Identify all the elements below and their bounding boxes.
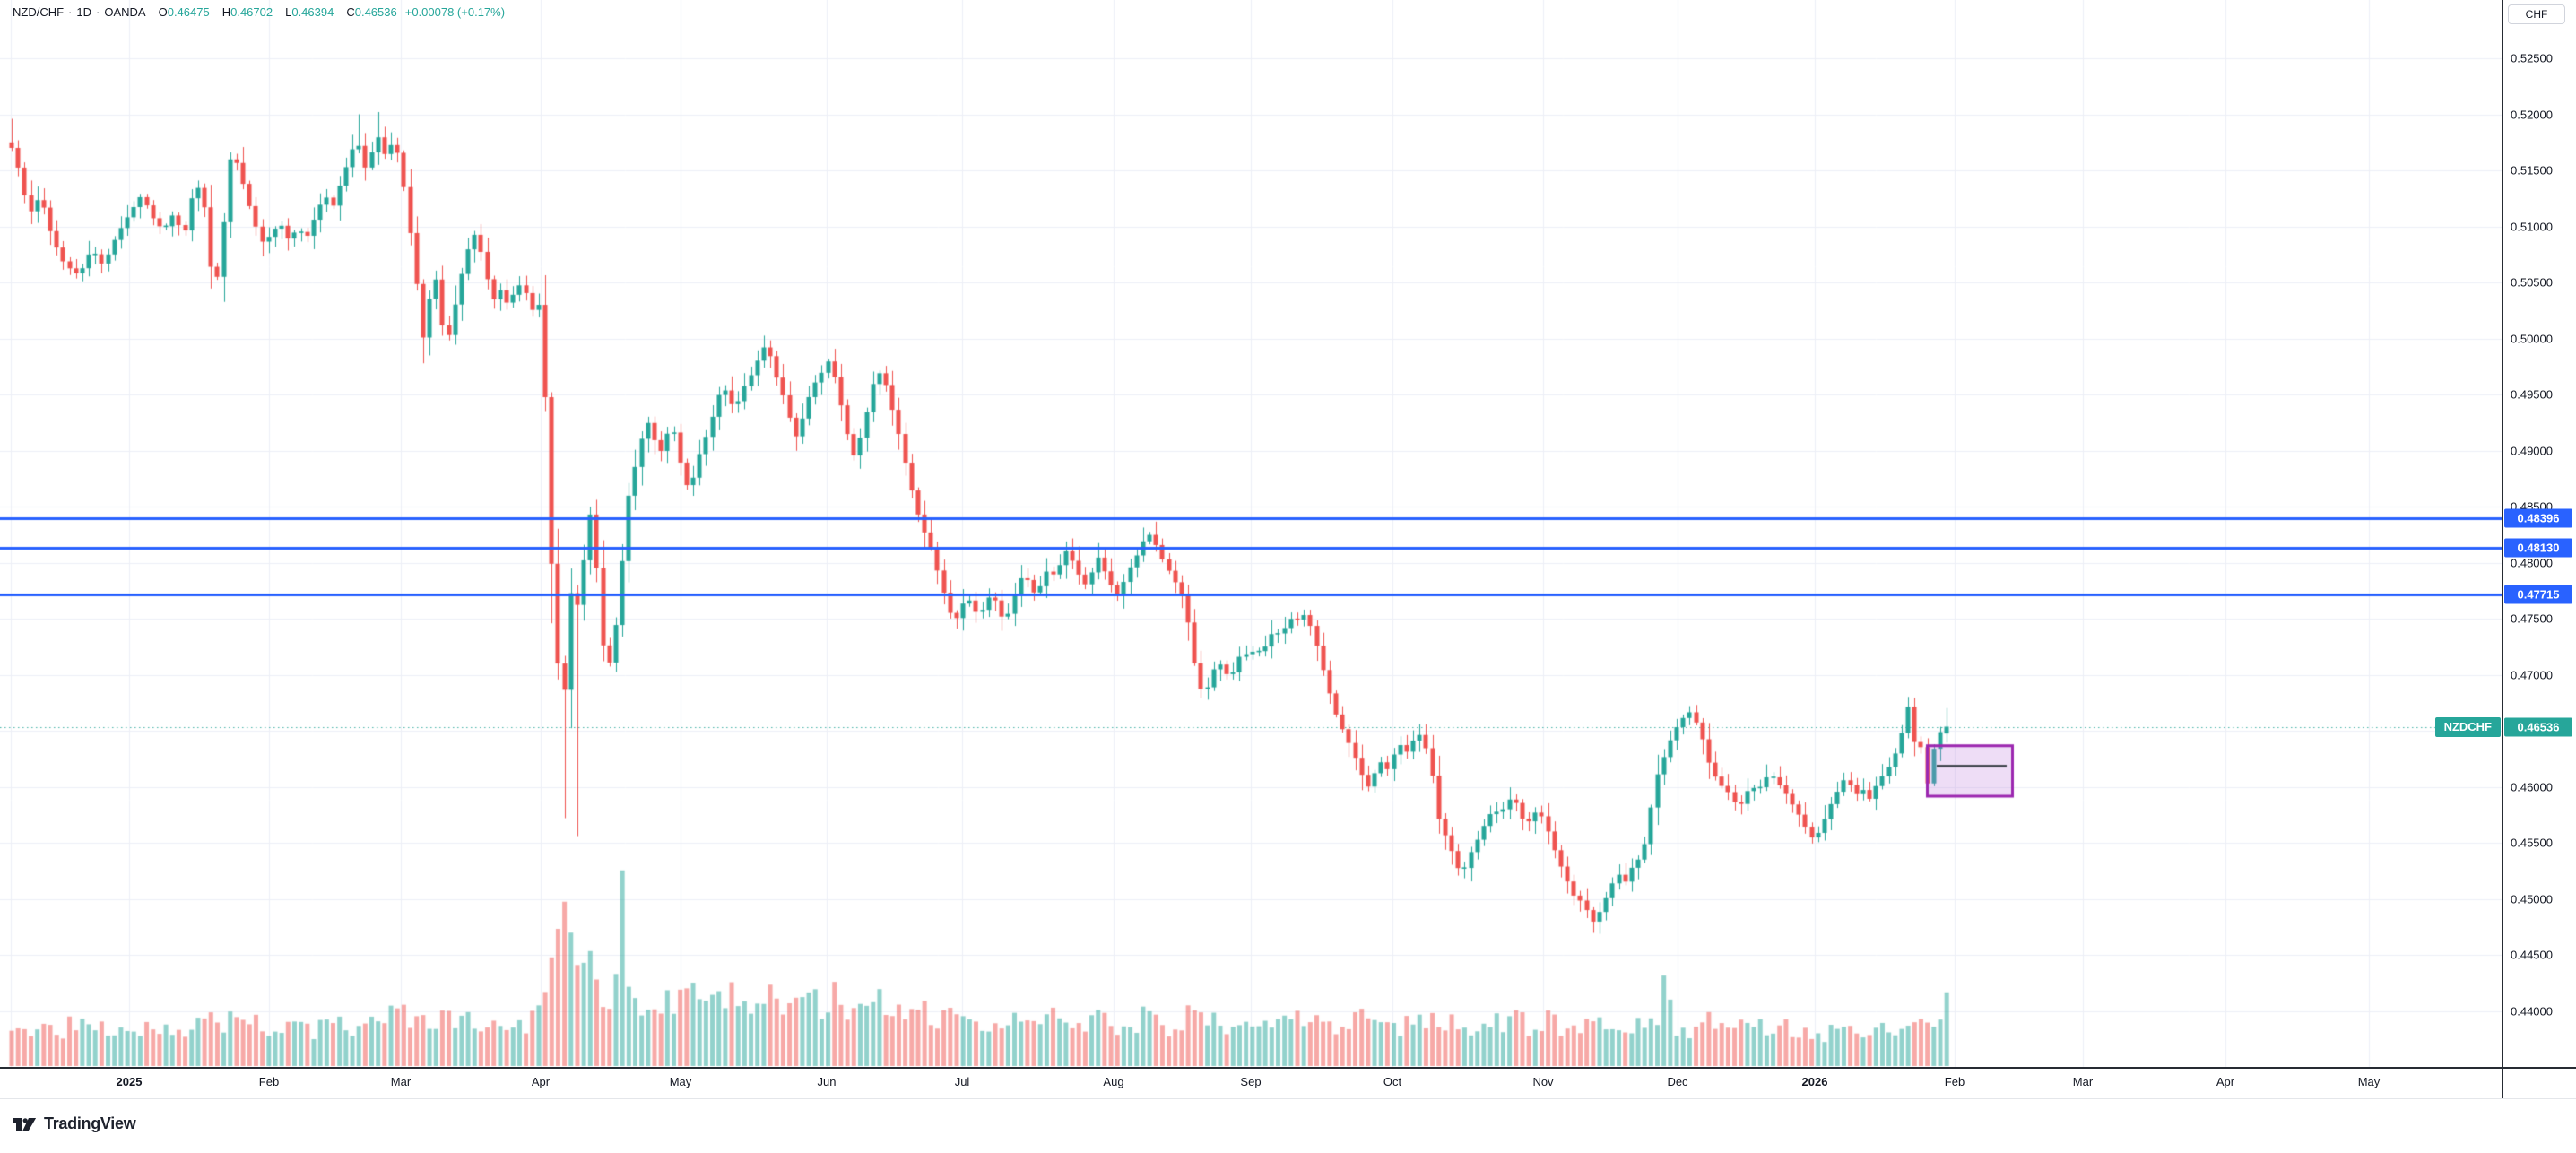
bottom-divider [0,1098,2576,1099]
time-axis-label: 2025 [116,1075,143,1088]
time-axis-label: Sep [1240,1075,1262,1088]
time-axis-label: Feb [258,1075,280,1088]
ohlc-high: H0.46702 [221,5,273,19]
price-tick: 0.44000 [2511,1004,2553,1018]
level-price-badge[interactable]: 0.48396 [2504,508,2572,528]
price-tick: 0.50500 [2511,275,2553,290]
price-tick: 0.50000 [2511,332,2553,345]
price-axis[interactable]: CHF 0.52500 0.52000 0.51500 0.51000 0.50500 0… [2502,0,2576,1098]
level-price-badge[interactable]: 0.47715 [2504,585,2572,604]
price-tick: 0.48000 [2511,556,2553,569]
symbol-legend: NZD/CHF · 1D · OANDA O0.46475 H0.46702 L… [13,5,505,22]
time-axis-label: 2026 [1801,1075,1828,1088]
symbol-price-tag[interactable]: NZDCHF [2434,716,2501,737]
current-price-badge[interactable]: 0.46536 [2504,717,2572,736]
time-axis-label: Feb [1944,1075,1965,1088]
price-tick: 0.52500 [2511,51,2553,65]
time-axis-label: Apr [531,1075,551,1088]
tradingview-logo-icon [13,1117,36,1131]
time-axis-label: Mar [390,1075,412,1088]
time-axis[interactable]: 2025 Feb Mar Apr May Jun Jul Aug Sep Oct Nov Dec 202… [0,1068,2502,1098]
time-axis-label: Jul [954,1075,970,1088]
time-axis-label: Aug [1103,1075,1124,1088]
price-tick: 0.51500 [2511,163,2553,178]
price-tick: 0.49500 [2511,387,2553,402]
level-price-badge[interactable]: 0.48130 [2504,538,2572,558]
time-axis-label: Oct [1383,1075,1402,1088]
price-tick: 0.44500 [2511,948,2553,962]
tradingview-logo[interactable]: TradingView [12,1114,136,1133]
price-tick: 0.49000 [2511,444,2553,457]
tradingview-logo-text: TradingView [44,1114,136,1132]
price-tick: 0.45500 [2511,836,2553,850]
time-axis-separator [0,1067,2576,1069]
time-axis-label: Apr [2216,1075,2235,1088]
price-tick: 0.46000 [2511,780,2553,793]
price-axis-separator [2502,0,2503,1098]
interval-label[interactable]: 1D [76,5,92,19]
price-tick: 0.52000 [2511,108,2553,121]
price-tick: 0.45000 [2511,892,2553,906]
time-axis-label: May [2357,1075,2381,1088]
ohlc-open: O0.46475 [158,5,210,19]
currency-button[interactable]: CHF [2508,4,2565,24]
symbol-name[interactable]: NZD/CHF [13,5,65,19]
price-tick: 0.51000 [2511,220,2553,233]
ohlc-low: L0.46394 [285,5,334,19]
time-axis-label: Mar [2072,1075,2094,1088]
time-axis-label: Jun [817,1075,837,1088]
legend-separator: · [68,5,73,19]
legend-separator: · [96,5,100,19]
ohlc-close: C0.46536 [346,5,397,19]
time-axis-label: Nov [1532,1075,1554,1088]
price-tick: 0.47500 [2511,611,2553,626]
time-axis-label: Dec [1667,1075,1688,1088]
time-axis-label: May [669,1075,692,1088]
price-tick: 0.47000 [2511,668,2553,681]
exchange-label: OANDA [104,5,146,19]
price-change: +0.00078 (+0.17%) [404,5,506,19]
